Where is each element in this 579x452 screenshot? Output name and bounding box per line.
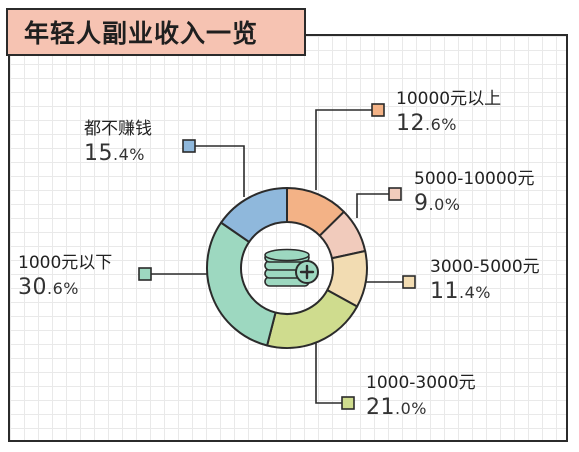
leader-lines [145, 109, 409, 404]
slice-name: 1000元以下 [18, 253, 113, 273]
grid-panel [8, 34, 568, 442]
slice-4 [206, 221, 277, 347]
legend-marker-4 [138, 267, 152, 281]
slice-5 [220, 187, 288, 243]
leader-line-3 [315, 342, 348, 404]
coins-plus-icon [264, 248, 319, 287]
leader-line-0 [315, 109, 378, 190]
slice-percent: 12.6% [396, 111, 457, 136]
slice-label-below-1000: 1000元以下 30.6% [18, 252, 112, 303]
slice-percent: 9.0% [414, 191, 461, 216]
legend-marker-5 [182, 139, 196, 153]
slice-label-10000-plus: 10000元以上 12.6% [396, 88, 501, 139]
slice-percent: 11.4% [430, 279, 491, 304]
slice-name: 10000元以上 [396, 89, 502, 109]
center-icon-group [264, 248, 319, 287]
legend-marker-0 [371, 103, 385, 117]
slice-name: 5000-10000元 [414, 169, 535, 189]
slice-3 [266, 289, 359, 349]
legend-markers [138, 103, 416, 410]
slice-label-5000-10000: 5000-10000元 9.0% [414, 168, 534, 219]
slice-name: 3000-5000元 [430, 257, 540, 277]
slice-label-3000-5000: 3000-5000元 11.4% [430, 256, 540, 307]
slice-label-no-income: 都不赚钱 15.4% [84, 118, 152, 169]
slice-name: 1000-3000元 [366, 373, 476, 393]
slice-label-1000-3000: 1000-3000元 21.0% [366, 372, 476, 423]
leader-line-1 [356, 193, 395, 218]
slice-percent: 30.6% [18, 275, 79, 300]
legend-marker-2 [402, 275, 416, 289]
chart-title: 年轻人副业收入一览 [6, 8, 306, 56]
slice-percent: 21.0% [366, 395, 427, 420]
donut-slices [206, 187, 368, 349]
leader-line-5 [189, 145, 245, 197]
slice-percent: 15.4% [84, 141, 145, 166]
legend-marker-3 [341, 396, 355, 410]
slice-name: 都不赚钱 [84, 119, 152, 139]
legend-marker-1 [388, 187, 402, 201]
